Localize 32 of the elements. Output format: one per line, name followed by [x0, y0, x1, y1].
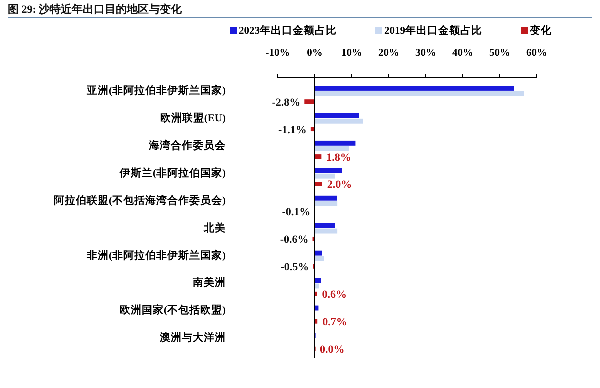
data-label: -1.1%: [278, 124, 307, 136]
x-tick-label: 50%: [490, 48, 510, 59]
text: 图 29: 沙特近年出口目的地区与变化: [8, 3, 184, 16]
legend-label: 变化: [529, 24, 553, 37]
legend-label: 2023年出口金额占比: [239, 24, 337, 37]
y-tick-label: 南美洲: [192, 276, 226, 290]
data-label: 1.8%: [326, 152, 352, 164]
data-label: 0.6%: [322, 289, 347, 302]
x-tick-label: 0%: [307, 48, 323, 59]
y-tick-label: 北美: [203, 221, 226, 234]
data-label: 2.0%: [327, 179, 352, 192]
data-label: -2.8%: [272, 96, 301, 109]
y-tick-label: 澳洲与大洋洲: [159, 331, 226, 344]
data-label: -0.5%: [280, 262, 310, 274]
data-label: 0.7%: [322, 316, 348, 329]
x-tick-label: 60%: [526, 48, 548, 59]
x-tick-label: 40%: [452, 48, 474, 59]
y-tick-label: 伊斯兰(非阿拉伯国家): [119, 166, 226, 180]
y-tick-label: 欧洲国家(不包括欧盟): [120, 304, 226, 317]
x-tick-label: 30%: [416, 48, 436, 59]
x-tick-label: -10%: [266, 48, 290, 59]
data-label: -0.1%: [282, 206, 311, 219]
y-tick-label: 欧洲联盟(EU): [160, 111, 226, 124]
x-tick-label: 10%: [342, 48, 362, 59]
legend-label: 2019年出口金额占比: [384, 24, 482, 37]
y-tick-label: 海湾合作委员会: [148, 138, 227, 152]
x-tick-label: 20%: [378, 48, 400, 59]
data-label: 0.0%: [320, 344, 345, 356]
y-tick-label: 阿拉伯联盟(不包括海湾合作委员会): [54, 194, 226, 207]
y-tick-label: 非洲(非阿拉伯非伊斯兰国家): [86, 248, 226, 262]
y-tick-label: 亚洲(非阿拉伯非伊斯兰国家): [86, 84, 226, 97]
data-label: -0.6%: [280, 234, 309, 246]
